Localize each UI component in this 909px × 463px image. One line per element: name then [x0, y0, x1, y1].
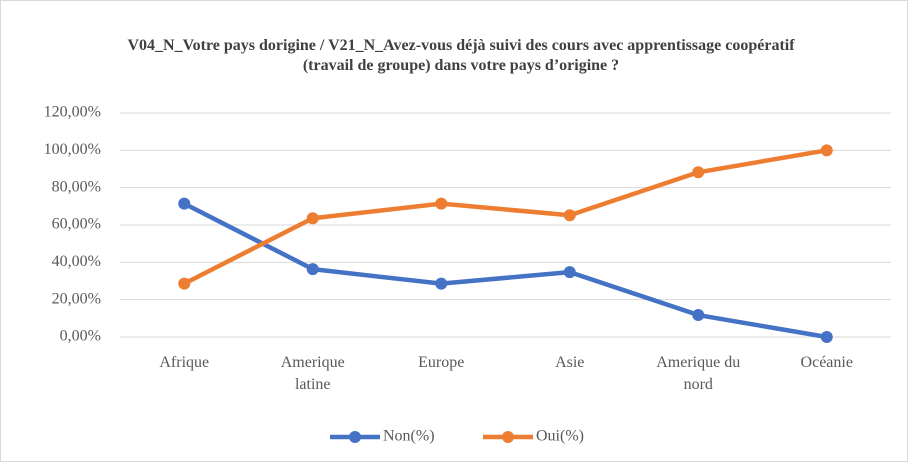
- data-point: [306, 263, 319, 276]
- data-point: [692, 309, 705, 322]
- data-point: [178, 277, 191, 290]
- y-tick-label: 120,00%: [44, 104, 101, 121]
- data-point: [563, 266, 576, 279]
- data-point: [178, 197, 191, 210]
- data-point: [435, 277, 448, 290]
- data-point: [820, 144, 833, 157]
- series-line: [182, 148, 829, 286]
- data-point: [306, 212, 319, 225]
- y-tick-label: 100,00%: [44, 141, 101, 158]
- data-point: [563, 209, 576, 222]
- y-tick-label: 0,00%: [60, 328, 101, 345]
- x-tick-label: Amerique du nord: [656, 354, 741, 393]
- legend-marker: [349, 431, 361, 443]
- legend-label: Oui(%): [536, 428, 584, 445]
- data-point: [820, 331, 833, 343]
- data-point: [435, 197, 448, 210]
- y-tick-label: 80,00%: [52, 178, 101, 195]
- y-tick-label: 60,00%: [52, 216, 101, 233]
- series-line: [182, 201, 829, 340]
- x-tick-label: Océanie: [800, 354, 853, 371]
- y-tick-label: 40,00%: [52, 253, 101, 270]
- x-tick-label: Afrique: [159, 354, 210, 371]
- x-tick-label: Asie: [555, 354, 585, 371]
- legend-label: Non(%): [383, 428, 435, 445]
- x-tick-label: Europe: [418, 354, 465, 371]
- legend-marker: [502, 431, 514, 443]
- chart-title: V04_N_Votre pays dorigine / V21_N_Avez-v…: [127, 37, 795, 74]
- x-tick-label: Amerique latine: [280, 354, 345, 393]
- data-point: [692, 166, 705, 179]
- y-tick-label: 20,00%: [52, 290, 101, 307]
